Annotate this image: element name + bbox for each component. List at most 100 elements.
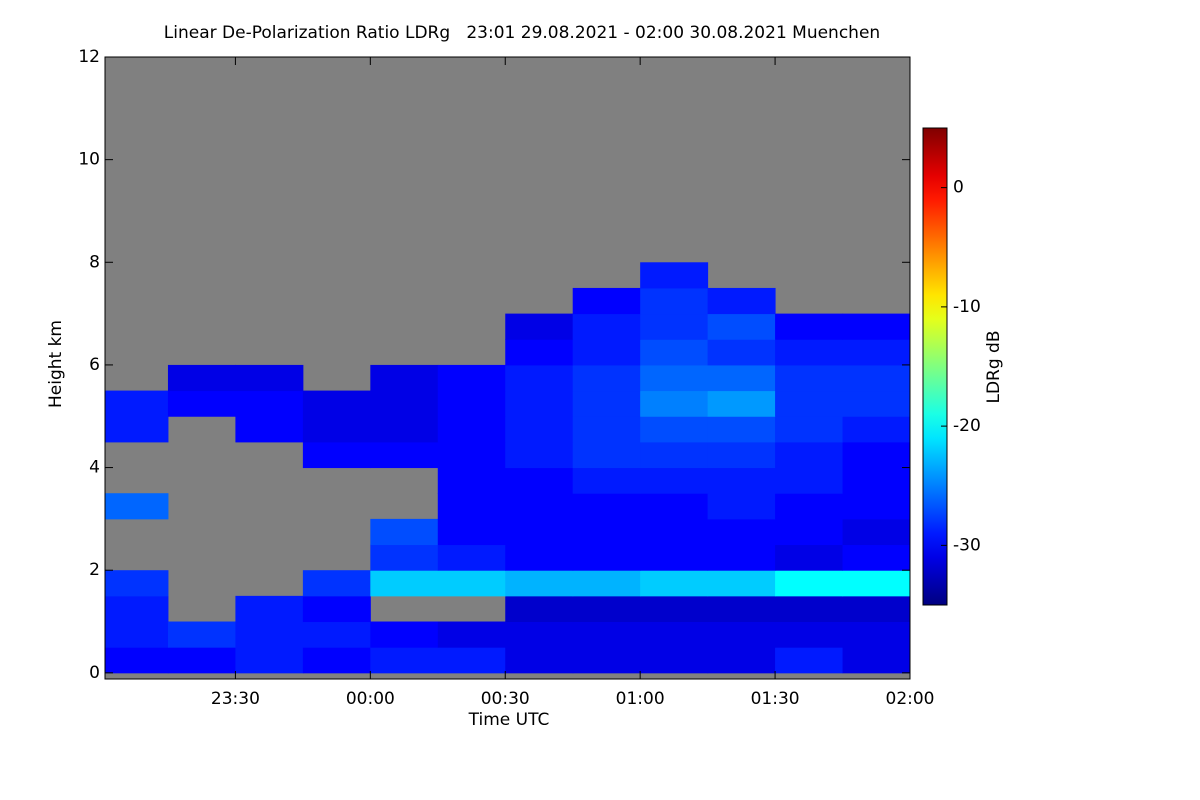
heatmap-cell [842,647,911,674]
heatmap-cell [302,647,371,674]
heatmap-cell [105,390,169,417]
heatmap-cell [842,467,911,494]
heatmap-cell [235,416,304,443]
x-tick-label: 02:00 [886,689,935,709]
heatmap-cell [302,390,371,417]
heatmap-cell [572,621,641,648]
heatmap-cell [707,416,776,443]
heatmap-cell [572,595,641,623]
heatmap-cell [437,364,506,392]
heatmap-cell [640,621,709,648]
heatmap-cell [370,647,439,674]
heatmap-cell [775,518,844,546]
heatmap-cell [370,544,439,571]
heatmap-cell [105,595,169,623]
heatmap-cell [572,287,641,315]
y-tick-label: 8 [89,252,100,272]
heatmap-cell [775,570,844,597]
plot-frame [104,56,911,680]
heatmap-cell [572,339,641,366]
heatmap-cell [640,467,709,494]
heatmap-cell [437,621,506,648]
heatmap-cell [842,390,911,417]
heatmap-cell [505,493,574,520]
heatmap-cell [707,544,776,571]
heatmap-cell [707,287,776,315]
heatmap-cell [775,493,844,520]
heatmap-cell [572,416,641,443]
y-tick-label: 6 [89,355,100,375]
x-tick-label: 01:00 [616,689,665,709]
heatmap-cell [505,364,574,392]
heatmap-cell [775,416,844,443]
heatmap-cell [640,416,709,443]
heatmap-cell [640,441,709,469]
heatmap-cell [842,595,911,623]
heatmap-cell [707,390,776,417]
heatmap-cell [235,621,304,648]
heatmap-cell [842,518,911,546]
heatmap-cell [842,416,911,443]
heatmap-cell [572,364,641,392]
heatmap-cell [437,518,506,546]
heatmap-cell [105,493,169,520]
heatmap-cell [302,621,371,648]
heatmap-cell [640,287,709,315]
heatmap-cell [370,518,439,546]
heatmap-cell [775,467,844,494]
x-axis-label: Time UTC [468,710,550,730]
heatmap-cell [505,518,574,546]
heatmap-cell [842,544,911,571]
heatmap-cell [842,493,911,520]
heatmap-cell [640,364,709,392]
heatmap-cell [437,570,506,597]
heatmap-cell [505,313,574,340]
heatmap-cell [437,467,506,494]
heatmap-cell [640,339,709,366]
heatmap-cell [437,390,506,417]
y-tick-label: 2 [89,560,100,580]
heatmap-cell [437,493,506,520]
heatmap-cell [707,595,776,623]
heatmap-cell [640,570,709,597]
heatmap-cell [572,441,641,469]
y-tick-label: 0 [89,663,100,683]
heatmap-cell [505,621,574,648]
heatmap-cell [640,595,709,623]
heatmap-cell [505,441,574,469]
heatmap-cell [167,390,236,417]
heatmap-cell [302,595,371,623]
heatmap-cell [505,416,574,443]
heatmap-cell [775,621,844,648]
heatmap-cell [707,441,776,469]
x-tick-label: 01:30 [751,689,800,709]
heatmap-cell [235,647,304,674]
heatmap-cell [707,467,776,494]
colorbar [922,127,948,606]
heatmap-cell [640,313,709,340]
colorbar-tick-label: -30 [953,535,981,555]
heatmap-cell [640,262,709,289]
heatmap-cell [105,416,169,443]
heatmap-cell [572,467,641,494]
heatmap-cell [775,364,844,392]
heatmap-cell [707,518,776,546]
heatmap-cell [105,647,169,674]
y-axis-label: Height km [46,320,66,408]
heatmap-cell [572,390,641,417]
heatmap-cell [505,570,574,597]
colorbar-tick-label: -20 [953,416,981,436]
heatmap-cell [505,390,574,417]
heatmap-cell [572,544,641,571]
heatmap-cell [775,339,844,366]
heatmap-cell [707,339,776,366]
heatmap-cell [842,364,911,392]
heatmap-cell [707,493,776,520]
heatmap-cell [105,621,169,648]
colorbar-tick-label: 0 [953,178,964,198]
heatmap-cell [505,339,574,366]
heatmap-cell [640,390,709,417]
heatmap-cell [775,313,844,340]
heatmap-cell [235,364,304,392]
y-tick-label: 10 [78,150,100,170]
